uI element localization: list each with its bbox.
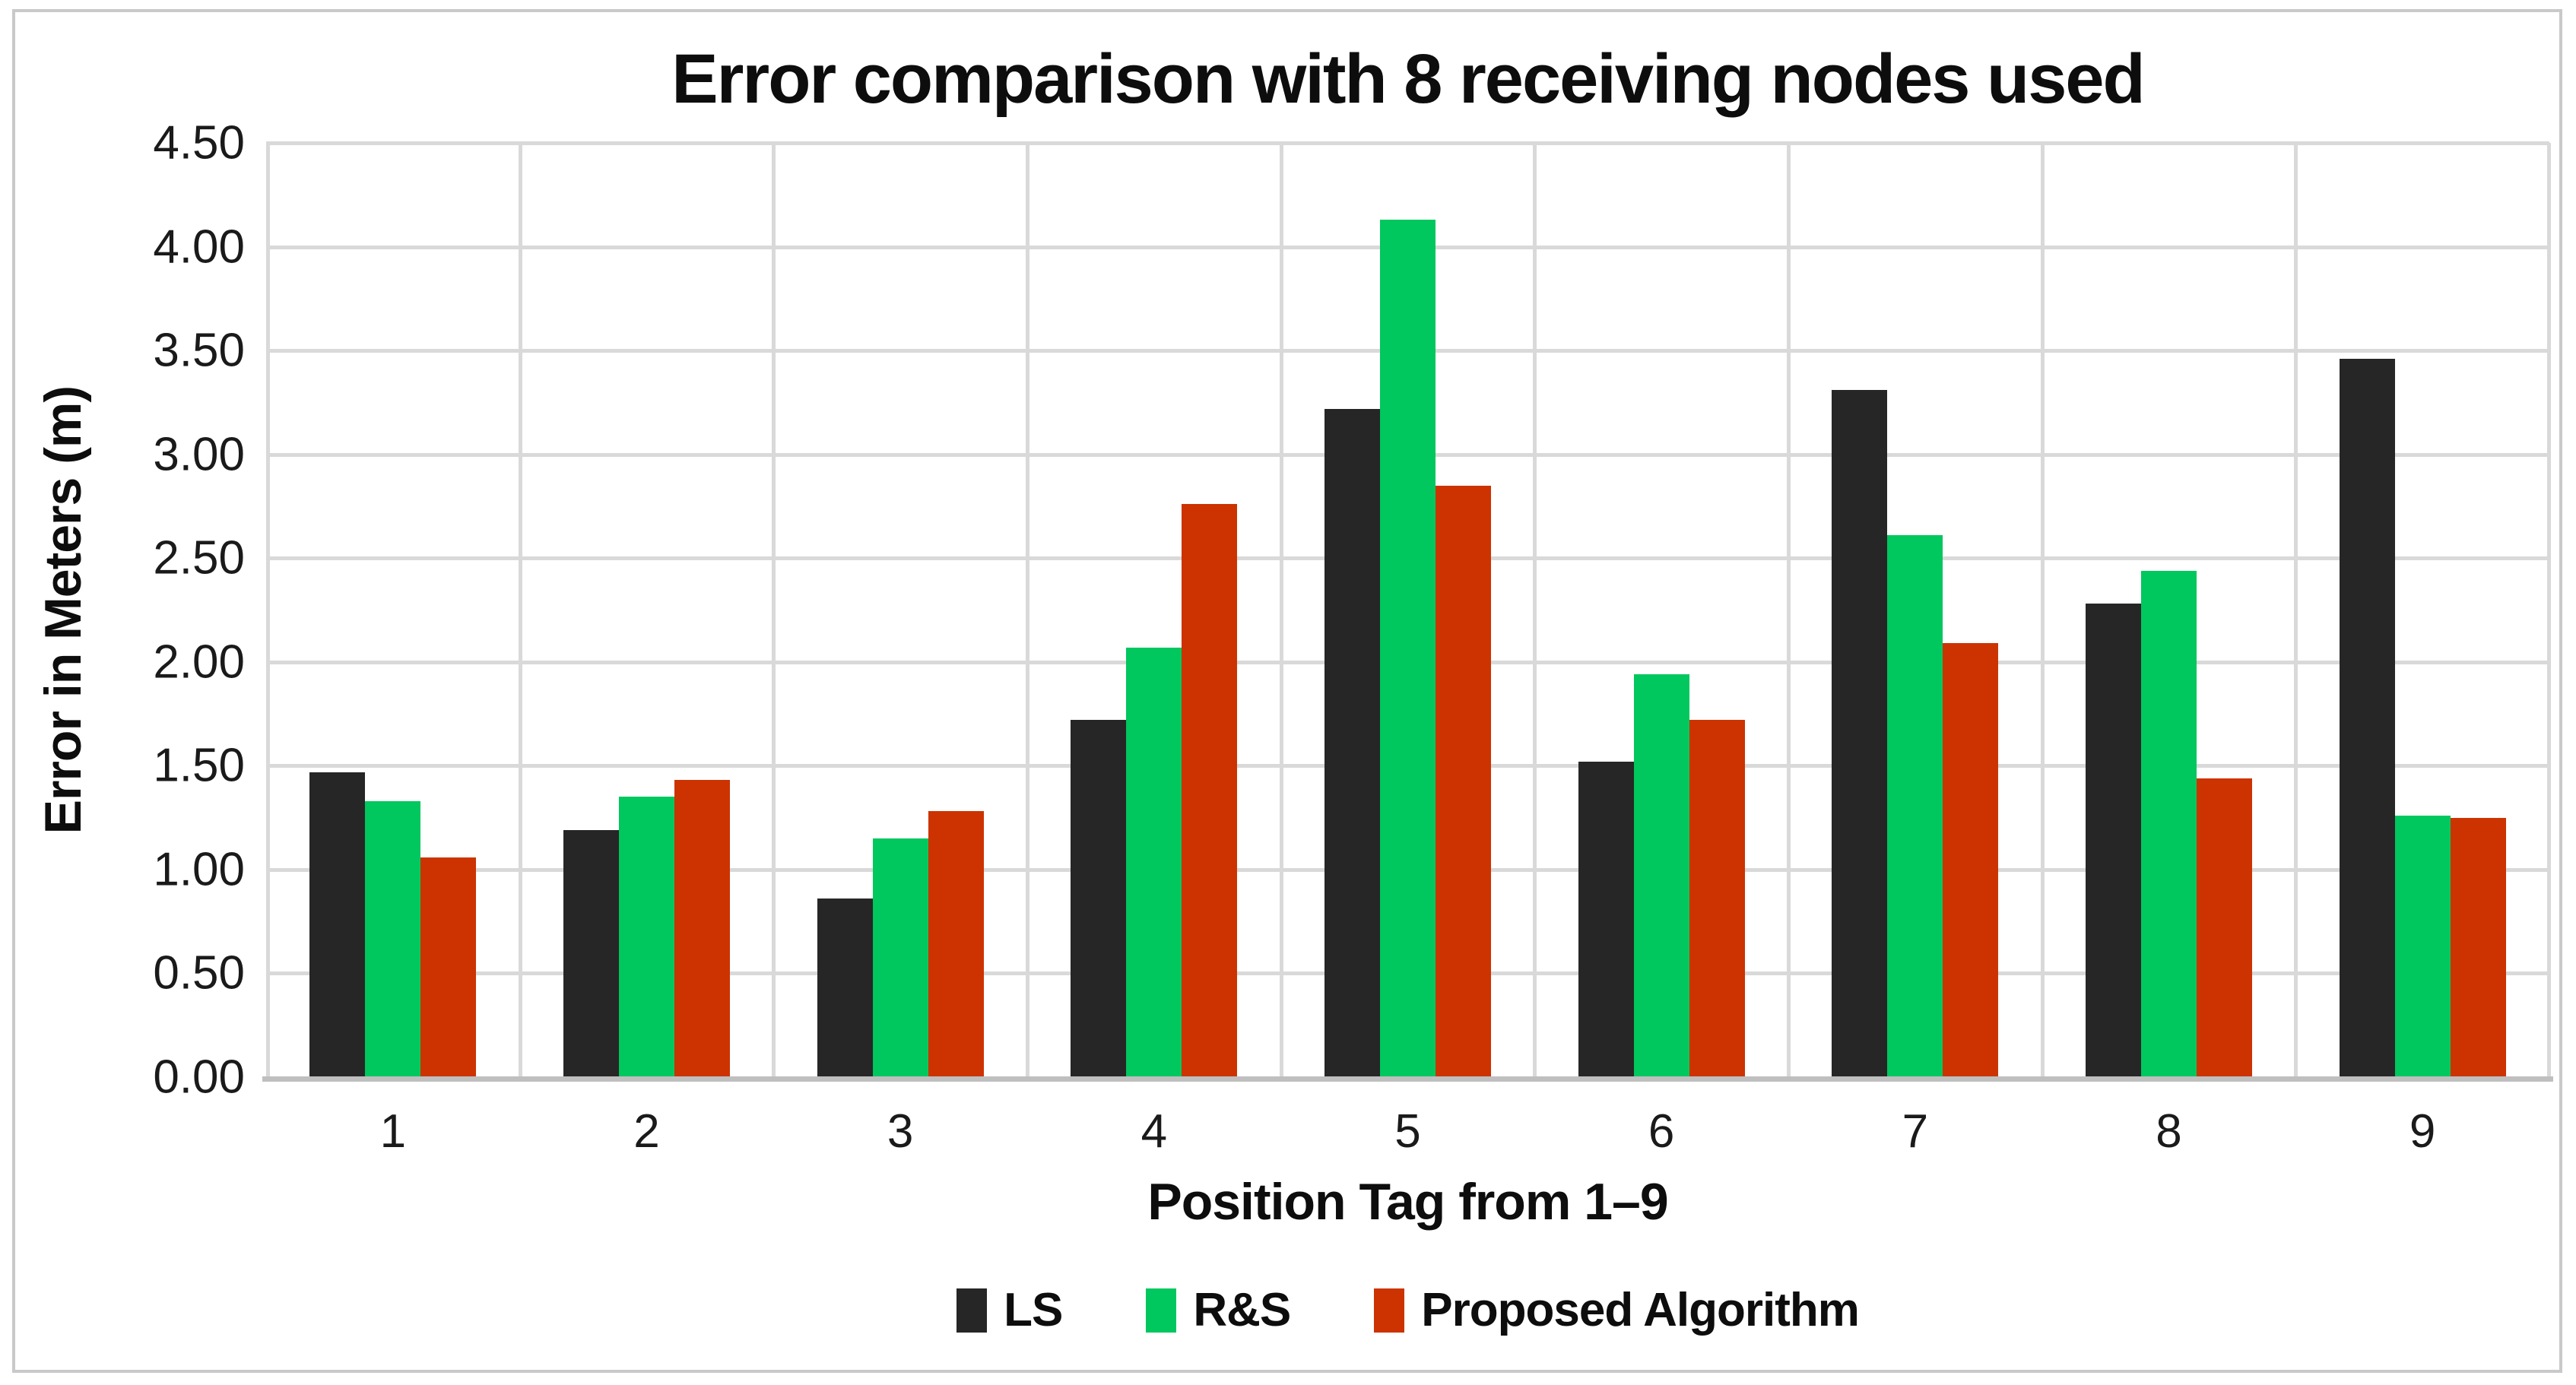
bar-r-s-4 [1126, 647, 1182, 1077]
bar-ls-4 [1071, 720, 1127, 1077]
bar-r-s-7 [1887, 535, 1943, 1077]
bar-ls-6 [1578, 761, 1634, 1077]
gridline-vertical [2547, 143, 2551, 1077]
bar-proposed-algorithm-3 [928, 811, 984, 1077]
x-tick-label: 2 [633, 1105, 660, 1158]
bar-proposed-algorithm-6 [1689, 720, 1745, 1077]
gridline-vertical [1787, 143, 1791, 1077]
legend: LS R&S Proposed Algorithm [266, 1283, 2549, 1337]
x-tick-label: 8 [2156, 1105, 2182, 1158]
legend-label: LS [1004, 1284, 1063, 1336]
x-tick-label: 9 [2409, 1105, 2436, 1158]
gridline-vertical [1026, 143, 1029, 1077]
legend-swatch-icon [1146, 1288, 1177, 1333]
bar-proposed-algorithm-1 [420, 857, 477, 1077]
y-tick-label: 3.00 [153, 428, 245, 481]
bar-r-s-5 [1380, 220, 1436, 1077]
gridline-vertical [2294, 143, 2298, 1077]
gridline-vertical [518, 143, 522, 1077]
bar-r-s-3 [872, 838, 928, 1077]
legend-label: Proposed Algorithm [1421, 1284, 1860, 1336]
bar-r-s-9 [2394, 815, 2451, 1077]
x-axis-title: Position Tag from 1–9 [1147, 1173, 1668, 1231]
x-tick-label: 1 [379, 1105, 407, 1158]
bar-ls-7 [1832, 390, 1888, 1077]
bar-ls-5 [1324, 408, 1380, 1077]
bar-ls-2 [563, 830, 619, 1077]
x-tick-label: 7 [1902, 1105, 1929, 1158]
bar-proposed-algorithm-2 [674, 780, 730, 1077]
y-axis-title-text: Error in Meters (m) [34, 385, 92, 835]
bar-ls-3 [817, 899, 873, 1077]
y-tick-label: 4.00 [153, 220, 245, 274]
x-tick-label: 5 [1394, 1105, 1421, 1158]
gridline-horizontal [266, 141, 2549, 145]
bar-proposed-algorithm-8 [2197, 778, 2252, 1077]
gridline-vertical [1279, 143, 1283, 1077]
y-tick-label: 4.50 [153, 116, 245, 170]
y-tick-label: 3.50 [153, 324, 245, 377]
y-tick-label: 1.50 [153, 739, 245, 792]
y-tick-label: 0.00 [153, 1051, 245, 1104]
legend-item-ls: LS [956, 1283, 1063, 1337]
y-tick-label: 1.00 [153, 843, 245, 896]
bar-r-s-6 [1633, 674, 1689, 1077]
bar-proposed-algorithm-7 [1943, 643, 1999, 1077]
gridline-vertical [266, 143, 270, 1077]
x-tick-label: 4 [1140, 1105, 1168, 1158]
legend-swatch-icon [1374, 1288, 1405, 1333]
gridline-vertical [1533, 143, 1537, 1077]
legend-item-proposed-algorithm: Proposed Algorithm [1374, 1283, 1860, 1337]
gridline-vertical [772, 143, 776, 1077]
bar-ls-8 [2086, 604, 2141, 1077]
bar-r-s-8 [2141, 570, 2197, 1077]
legend-item-r-s: R&S [1146, 1283, 1291, 1337]
bar-ls-1 [309, 772, 366, 1077]
bar-proposed-algorithm-5 [1436, 485, 1491, 1077]
bar-r-s-1 [365, 800, 421, 1077]
legend-swatch-icon [956, 1288, 988, 1333]
chart-title: Error comparison with 8 receiving nodes … [671, 40, 2146, 118]
x-axis-line [262, 1076, 2553, 1082]
bar-proposed-algorithm-9 [2450, 817, 2506, 1077]
gridline-vertical [2040, 143, 2045, 1077]
y-tick-label: 2.50 [153, 531, 245, 585]
plot-area: 0.00 0.50 1.00 1.50 2.00 2.50 3.00 3.50 4.00 4.50… [153, 117, 2553, 1158]
bar-ls-9 [2339, 359, 2395, 1077]
bar-r-s-2 [619, 797, 674, 1077]
y-tick-label: 2.00 [153, 635, 245, 689]
y-axis-title: Error in Meters (m) [21, 143, 105, 1077]
y-tick-label: 0.50 [153, 946, 245, 1000]
x-tick-label: 6 [1648, 1105, 1675, 1158]
x-tick-label: 3 [887, 1105, 914, 1158]
bar-proposed-algorithm-4 [1182, 504, 1238, 1077]
legend-label: R&S [1193, 1284, 1291, 1336]
